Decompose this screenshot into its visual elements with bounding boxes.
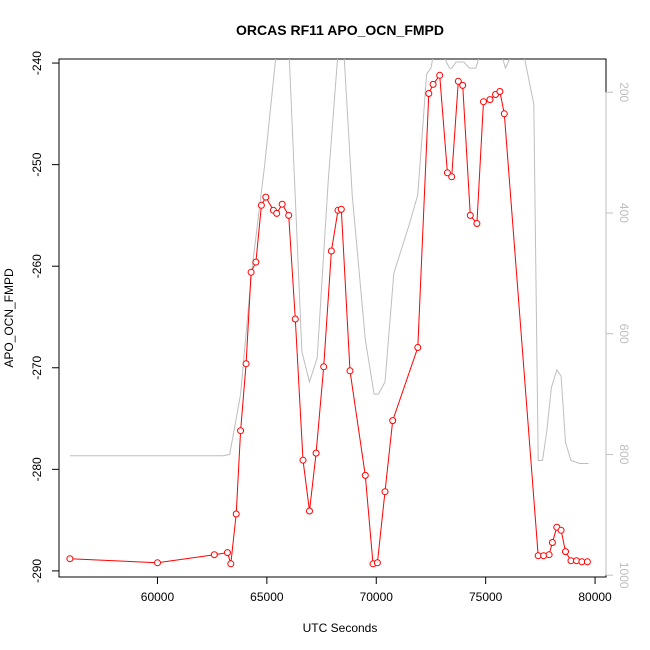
apo-data-point: [346, 367, 354, 375]
apo-data-point: [486, 96, 494, 104]
apo-data-point: [500, 110, 508, 118]
y2-tick-label: 400: [617, 203, 631, 223]
apo-data-point: [480, 98, 487, 106]
y2-axis: 200 400 600 800 1000: [605, 82, 631, 589]
apo-series-line: [69, 73, 588, 565]
apo-data-point: [320, 363, 328, 371]
plot-frame: [58, 58, 607, 578]
y2-tick-label: 600: [617, 324, 631, 344]
apo-data-point: [436, 71, 444, 79]
apo-data-point: [285, 211, 293, 219]
chart-title: ORCAS RF11 APO_OCN_FMPD: [236, 22, 444, 38]
apo-data-point: [227, 560, 235, 568]
apo-data-point: [291, 315, 299, 323]
apo-data-point: [237, 427, 245, 435]
altitude-series: [69, 59, 589, 464]
apo-data-point: [459, 81, 467, 89]
y-tick-label: -270: [30, 355, 44, 379]
apo-data-point: [337, 205, 345, 213]
x-tick-label: 80000: [578, 590, 612, 604]
x-tick-label: 60000: [141, 590, 175, 604]
y-tick-label: -240: [30, 51, 44, 75]
apo-data-point: [373, 559, 381, 567]
apo-data-point: [548, 539, 556, 546]
apo-data-point: [389, 417, 397, 425]
y-axis-label: APO_OCN_FMPD: [2, 268, 16, 368]
apo-data-point: [66, 555, 74, 563]
apo-data-point: [562, 548, 569, 556]
apo-data-point: [154, 559, 161, 567]
apo-series: [66, 71, 591, 568]
apo-data-point: [454, 77, 462, 85]
apo-data-point: [278, 200, 286, 208]
apo-data-point: [448, 173, 456, 181]
apo-data-point: [306, 507, 313, 515]
apo-data-point: [262, 193, 270, 201]
x-axis-label: UTC Seconds: [303, 621, 378, 635]
x-axis: 60000 65000 70000 75000 80000: [141, 576, 612, 604]
apo-data-point: [232, 510, 240, 518]
apo-data-point: [429, 80, 437, 88]
series-layer: [66, 59, 591, 568]
y-axis: -240 -250 -260 -270 -280 -290: [30, 51, 60, 583]
apo-data-point: [466, 211, 474, 219]
y-tick-label: -290: [30, 559, 44, 583]
apo-data-point: [540, 552, 548, 560]
plot-area: 60000 65000 70000 75000 80000 -240-250-260-2…: [30, 51, 631, 604]
apo-data-point: [224, 549, 231, 557]
apo-data-point: [210, 551, 218, 559]
y-tick-label: -280: [30, 457, 44, 481]
y-tick-label: -260: [30, 254, 44, 278]
apo-data-point: [381, 488, 389, 496]
apo-data-point: [242, 360, 250, 368]
apo-data-point: [327, 247, 335, 255]
apo-data-point: [414, 344, 422, 351]
y-tick-label: -250: [30, 152, 44, 176]
apo-data-point: [496, 88, 504, 95]
apo-data-point: [583, 558, 591, 566]
apo-data-point: [252, 258, 260, 266]
altitude-series-line: [69, 59, 589, 464]
apo-data-point: [299, 456, 307, 464]
apo-data-point: [247, 268, 255, 276]
x-tick-label: 70000: [360, 590, 394, 604]
apo-data-point: [273, 209, 281, 217]
y2-tick-label: 1000: [617, 562, 631, 589]
apo-data-point: [557, 526, 565, 534]
y2-tick-label: 800: [617, 444, 631, 464]
x-tick-label: 65000: [250, 590, 284, 604]
apo-data-point: [361, 471, 369, 479]
x-tick-label: 75000: [469, 590, 503, 604]
apo-data-point: [257, 201, 265, 209]
apo-data-point: [312, 449, 320, 457]
apo-data-point: [425, 90, 433, 97]
y2-tick-label: 200: [617, 82, 631, 102]
apo-data-point: [443, 169, 451, 177]
apo-data-point: [545, 551, 553, 559]
apo-data-point: [473, 220, 481, 227]
